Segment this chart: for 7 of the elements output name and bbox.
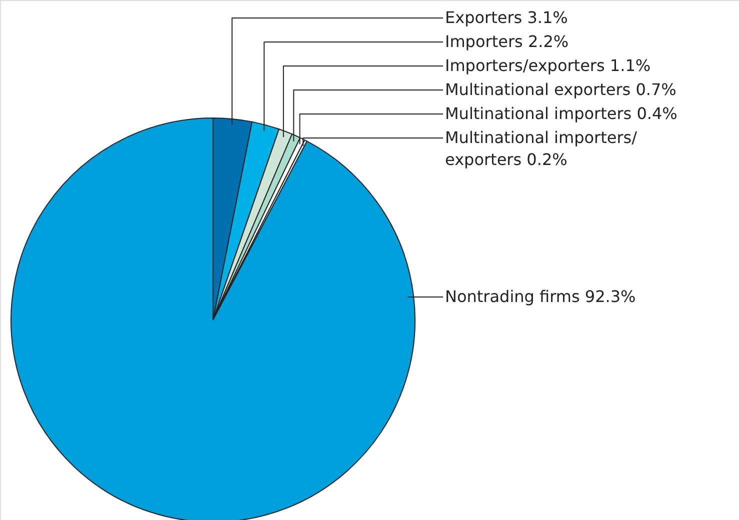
slice-label: Multinational exporters 0.7% (445, 80, 676, 99)
slice-label: Nontrading firms 92.3% (445, 287, 636, 306)
slice-label: Multinational importers 0.4% (445, 104, 678, 123)
slice-label: Multinational importers/exporters 0.2% (445, 128, 638, 169)
slice-label: Exporters 3.1% (445, 8, 568, 27)
slice-label: Importers/exporters 1.1% (445, 56, 651, 75)
slice-label: Importers 2.2% (445, 32, 569, 51)
